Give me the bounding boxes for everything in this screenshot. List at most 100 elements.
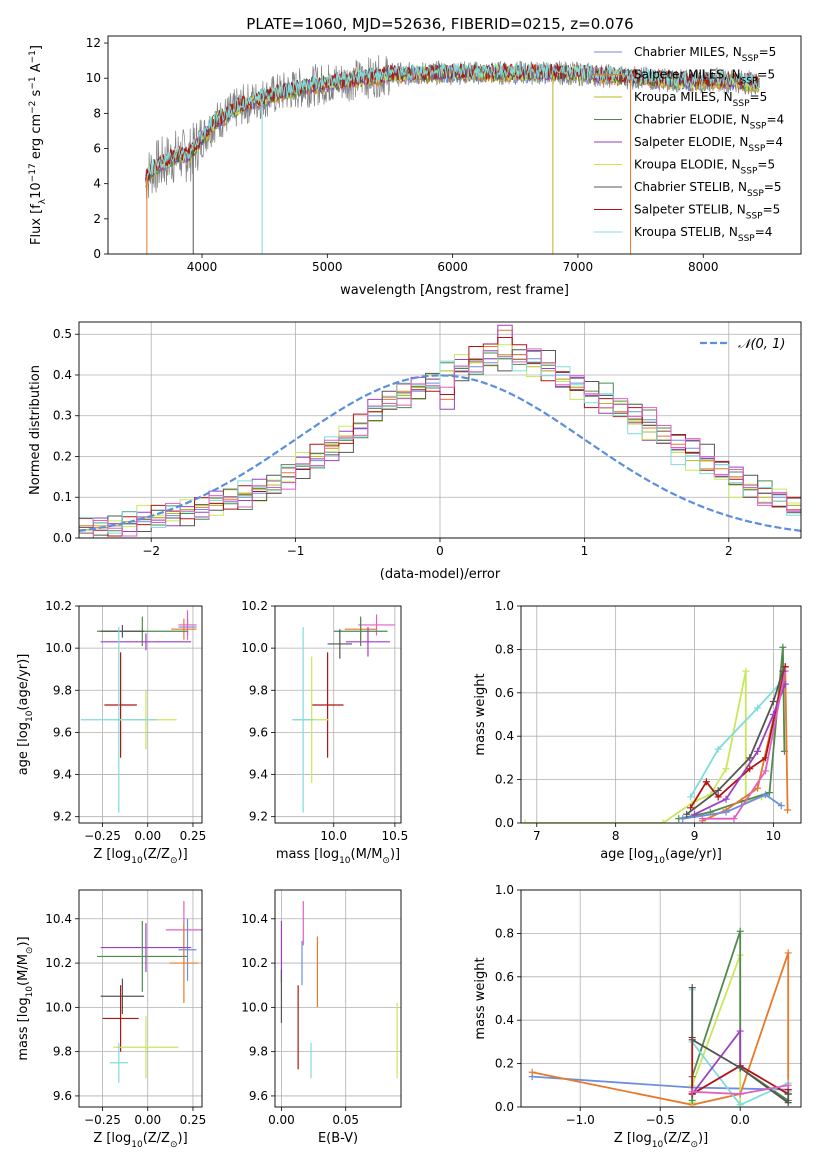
legend-label-part: Kroupa ELODIE, N (634, 158, 741, 172)
y-tick-label: 10.2 (45, 599, 72, 613)
y-tick-label: 9.6 (53, 1089, 72, 1103)
y-axis-label-part: s (29, 89, 44, 100)
y-tick-label: 0.3 (53, 409, 72, 423)
legend-label-part: Kroupa MILES, N (634, 90, 733, 104)
x-axis-label-part: 10 (652, 1140, 664, 1150)
weight-line (702, 670, 787, 820)
y-axis-label-part: (age/yr)] (16, 654, 31, 711)
y-axis-label: mass weight (473, 957, 488, 1039)
legend-label-part: SSP (738, 234, 755, 244)
weight-marker (683, 810, 691, 818)
y-tick-label: 9.8 (249, 683, 268, 697)
y-tick-label: 0.2 (53, 449, 72, 463)
x-tick-label: 8000 (688, 260, 719, 274)
panel-age-vs-mass: 10.0 10.5 9.2 9.4 9.6 9.8 10.0 10.2 mass [log10(… (241, 599, 408, 866)
y-tick-label: 9.8 (53, 1045, 72, 1059)
legend-label: Chabrier STELIB, NSSP=5 (634, 180, 782, 199)
panel-mass-vs-ebv: 0.00 0.05 9.6 9.8 10.0 10.2 10.4 E(B-V) (241, 889, 402, 1146)
plot-area (292, 614, 395, 813)
y-tick-label: 12 (86, 36, 101, 50)
weight-marker (765, 789, 773, 797)
x-axis-label: E(B-V) (318, 1131, 358, 1146)
legend-label-part: =5 (757, 68, 775, 82)
y-tick-label: 0.2 (495, 1057, 514, 1071)
x-tick-label: −2 (142, 544, 160, 558)
x-axis-label-part: wavelength [Angstrom, rest frame] (340, 283, 569, 298)
y-tick-label: 0.8 (495, 926, 514, 940)
legend-label-part: =4 (755, 225, 773, 239)
y-tick-label: 9.4 (249, 768, 268, 782)
y-tick-label: 8 (93, 106, 101, 120)
legend-label-part: SSP (746, 212, 763, 222)
x-tick-label: 9 (691, 829, 699, 843)
weight-marker (528, 1068, 536, 1076)
x-tick-label: 8 (612, 829, 620, 843)
y-tick-label: 0.5 (53, 327, 72, 341)
x-axis-label-part: age [log (600, 847, 653, 862)
legend-label-part: =5 (763, 203, 781, 217)
y-tick-label: 4 (93, 177, 101, 191)
legend-label-part: SSP (741, 77, 758, 87)
legend-label-part: SSP (733, 99, 750, 109)
x-tick-label: 0.00 (134, 1113, 161, 1127)
gaussian-curve (79, 374, 801, 532)
x-axis-label-part: ⊙ (170, 856, 178, 866)
y-tick-label: 0.0 (53, 531, 72, 545)
x-axis-label-part: ⊙ (170, 1140, 178, 1150)
x-tick-label: 10 (766, 829, 781, 843)
y-axis-label: age [log10(age/yr)] (16, 654, 35, 776)
legend-label-part: =5 (750, 90, 768, 104)
y-axis-label: mass [log10(M/M⊙)] (16, 936, 35, 1060)
weight-marker (714, 793, 722, 801)
plot-area (80, 610, 197, 813)
y-axis-label-part: Normed distribution (28, 365, 43, 495)
weight-marker (688, 1036, 696, 1044)
weight-line (524, 670, 762, 823)
legend-label: Chabrier MILES, NSSP=5 (634, 45, 776, 64)
x-tick-label: 0.00 (268, 1113, 295, 1127)
y-axis-label: mass weight (473, 673, 488, 755)
x-axis-label-part: Z [log (614, 1131, 652, 1146)
weight-marker (784, 806, 792, 814)
weight-marker (784, 1081, 792, 1089)
y-tick-label: 10.4 (241, 912, 268, 926)
plot-area (280, 901, 398, 1079)
weight-line (678, 647, 786, 820)
y-tick-label: 10.0 (241, 1000, 268, 1014)
y-tick-label: 2 (93, 212, 101, 226)
legend-label-part: Kroupa STELIB, N (634, 225, 738, 239)
y-tick-label: 0 (93, 247, 101, 261)
x-tick-label: 0.25 (180, 1113, 207, 1127)
weight-marker (659, 819, 667, 823)
legend-label: Salpeter ELODIE, NSSP=4 (634, 135, 783, 154)
y-tick-label: 0.0 (495, 1100, 514, 1114)
x-axis-label-part: Z [log (93, 847, 131, 862)
y-axis-label-part: 10 (29, 182, 44, 199)
weight-line (691, 1028, 742, 1095)
x-axis-label-part: (age/yr)] (665, 847, 722, 862)
y-tick-label: 0.4 (495, 1013, 514, 1027)
x-axis-label-part: mass [log (276, 847, 339, 862)
y-axis-label: Normed distribution (28, 365, 43, 495)
y-axis-label-part: A (29, 63, 44, 76)
weight-marker (730, 815, 738, 823)
x-axis-label-part: 10 (653, 856, 665, 866)
x-axis-label: Z [log10(Z/Z⊙)] (614, 1131, 708, 1150)
y-tick-label: 0.6 (495, 686, 514, 700)
x-axis-label: Z [log10(Z/Z⊙)] (93, 1131, 187, 1150)
weight-marker (687, 793, 695, 801)
weight-marker (742, 667, 750, 675)
legend-label: 𝒩(0, 1) (738, 337, 785, 352)
x-tick-label: 10.0 (320, 829, 347, 843)
y-axis-label-part: (M/M (16, 954, 31, 986)
x-axis-label-part: (M/M (351, 847, 383, 862)
legend-label-part: =4 (766, 113, 784, 127)
histogram-step (79, 348, 801, 538)
legend-label-part: SSP (741, 167, 758, 177)
y-tick-label: 10.2 (241, 956, 268, 970)
weight-marker (779, 667, 787, 675)
plot-area (97, 901, 202, 1083)
weight-marker (714, 786, 722, 794)
plot-area (145, 55, 760, 254)
